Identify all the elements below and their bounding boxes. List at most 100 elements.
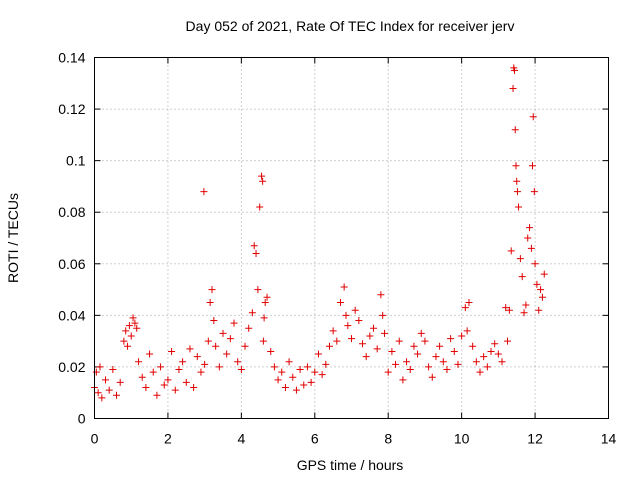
data-point xyxy=(395,337,403,345)
data-point xyxy=(102,376,110,384)
data-point xyxy=(267,347,275,355)
data-point xyxy=(322,360,330,368)
data-point xyxy=(94,389,102,397)
data-point xyxy=(259,337,267,345)
data-point xyxy=(505,306,513,314)
data-point xyxy=(254,286,262,294)
data-point xyxy=(248,309,256,317)
data-point xyxy=(157,363,165,371)
data-point xyxy=(515,203,523,211)
data-point xyxy=(450,347,458,355)
data-point xyxy=(256,203,264,211)
data-point xyxy=(314,350,322,358)
data-point xyxy=(461,304,469,312)
data-point xyxy=(109,366,117,374)
y-tick-label: 0.1 xyxy=(66,153,86,169)
data-point xyxy=(537,286,545,294)
data-point xyxy=(303,363,311,371)
plot-frame xyxy=(94,57,609,419)
data-point xyxy=(406,366,414,374)
data-point xyxy=(522,301,530,309)
data-point xyxy=(138,373,146,381)
data-point xyxy=(421,337,429,345)
data-point xyxy=(504,337,512,345)
y-tick-label: 0.06 xyxy=(58,256,85,272)
data-point xyxy=(377,291,385,299)
data-point xyxy=(127,332,135,340)
data-point xyxy=(370,324,378,332)
data-point xyxy=(513,177,521,185)
data-point xyxy=(439,358,447,366)
data-point xyxy=(274,376,282,384)
data-point xyxy=(516,255,524,263)
data-point xyxy=(179,358,187,366)
data-point xyxy=(329,327,337,335)
data-point xyxy=(436,342,444,350)
data-point xyxy=(125,322,133,330)
data-point xyxy=(210,317,218,325)
data-point xyxy=(105,386,113,394)
data-point xyxy=(428,373,436,381)
data-point xyxy=(463,327,471,335)
data-point xyxy=(381,329,389,337)
data-point xyxy=(512,162,520,170)
chart-title: Day 052 of 2021, Rate Of TEC Index for r… xyxy=(186,18,515,34)
data-point xyxy=(223,350,231,358)
data-point xyxy=(348,335,355,343)
y-axis-label: ROTI / TECUs xyxy=(5,193,21,283)
data-point xyxy=(417,329,425,337)
data-point xyxy=(96,363,104,371)
data-point xyxy=(491,340,499,348)
data-point xyxy=(507,247,515,255)
data-point xyxy=(258,172,266,180)
data-point xyxy=(234,358,242,366)
data-point xyxy=(526,224,534,232)
data-point xyxy=(146,350,154,358)
data-point xyxy=(384,368,392,376)
data-point xyxy=(193,353,201,361)
data-point xyxy=(164,376,172,384)
x-tick-label: 12 xyxy=(527,431,543,447)
data-point xyxy=(135,358,143,366)
data-point xyxy=(263,293,271,301)
data-point xyxy=(388,347,396,355)
data-point xyxy=(524,234,532,242)
data-point xyxy=(307,378,315,386)
data-point xyxy=(454,360,462,368)
data-point xyxy=(520,309,528,317)
data-point xyxy=(472,358,480,366)
data-point xyxy=(540,270,548,278)
y-tick-label: 0.04 xyxy=(58,307,85,323)
data-point xyxy=(230,319,238,327)
data-point xyxy=(250,242,258,250)
data-point xyxy=(124,342,132,350)
data-point xyxy=(494,350,502,358)
data-point xyxy=(538,293,546,301)
data-point xyxy=(518,273,526,281)
data-point xyxy=(142,384,150,392)
data-point xyxy=(120,337,128,345)
data-point xyxy=(533,280,541,288)
x-tick-label: 0 xyxy=(91,431,99,447)
data-point xyxy=(344,322,352,330)
data-point xyxy=(149,368,157,376)
data-point xyxy=(342,311,350,319)
data-point xyxy=(366,332,374,340)
data-point xyxy=(204,337,212,345)
data-point xyxy=(116,378,124,386)
data-point xyxy=(469,342,477,350)
data-point xyxy=(215,363,223,371)
x-axis-label: GPS time / hours xyxy=(297,457,404,473)
data-point xyxy=(529,113,537,121)
data-point xyxy=(403,358,411,366)
data-point xyxy=(340,283,348,291)
data-point xyxy=(311,368,319,376)
data-point xyxy=(392,360,400,368)
data-point xyxy=(362,353,370,361)
data-point xyxy=(414,350,422,358)
data-point xyxy=(131,319,139,327)
data-point xyxy=(432,353,440,361)
data-points xyxy=(91,64,548,402)
x-tick-label: 14 xyxy=(601,431,617,447)
